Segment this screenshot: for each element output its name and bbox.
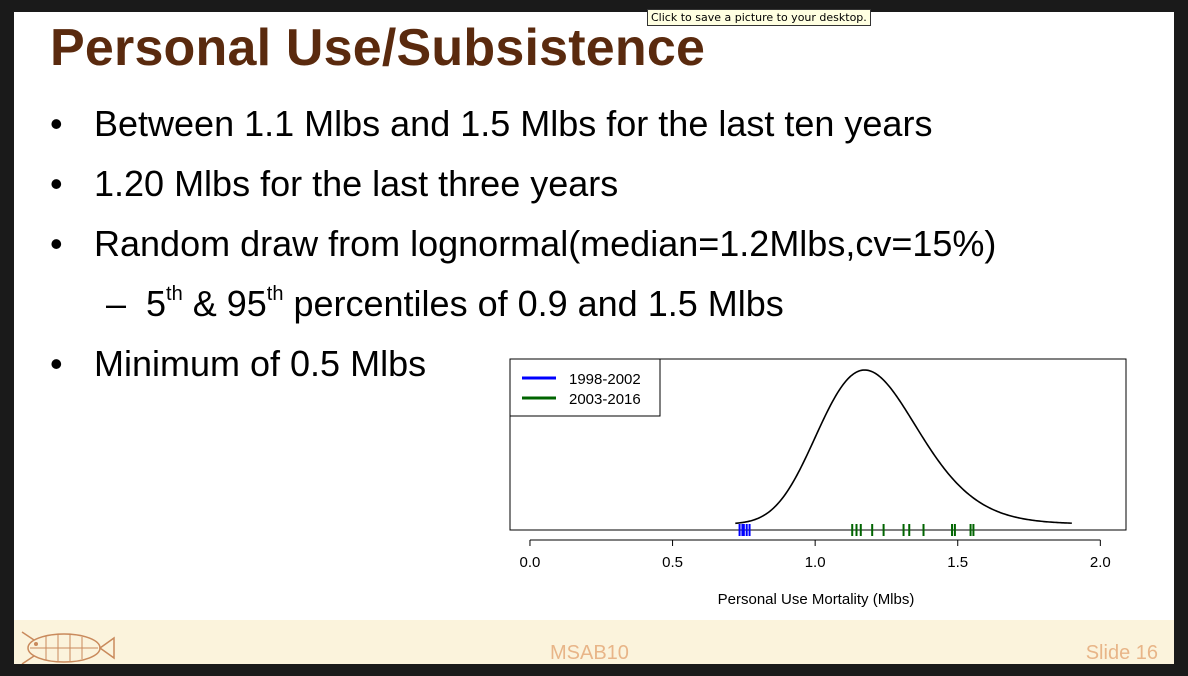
footer-center-label: MSAB10	[550, 642, 629, 664]
x-tick-label: 0.0	[520, 554, 541, 571]
legend: 1998-2002 2003-2016	[509, 358, 661, 417]
density-chart: 0.0 0.5 1.0 1.5 2.0 Personal Use Mortality (…	[490, 352, 1130, 626]
sub-bullet-item: – 5th & 95th percentiles of 0.9 and 1.5 …	[50, 282, 996, 342]
x-tick-label: 1.0	[805, 554, 826, 571]
bullet-dot: •	[50, 103, 63, 144]
density-chart-svg: 0.0 0.5 1.0 1.5 2.0 Personal Use Mortality (…	[509, 358, 1127, 608]
bullet-text: Random draw from lognormal(median=1.2Mlb…	[94, 223, 997, 264]
sub-bullet-text: 5th & 95th percentiles of 0.9 and 1.5 Ml…	[146, 283, 784, 324]
bullet-dot: •	[50, 223, 63, 264]
slide-footer: MSAB10 Slide 16	[14, 620, 1174, 664]
slide: Personal Use/Subsistence • Between 1.1 M…	[14, 12, 1174, 664]
x-axis-label: Personal Use Mortality (Mlbs)	[718, 591, 915, 608]
bullet-text: Between 1.1 Mlbs and 1.5 Mlbs for the la…	[94, 103, 933, 144]
legend-label-2003-2016: 2003-2016	[569, 391, 641, 408]
bullet-item: • Between 1.1 Mlbs and 1.5 Mlbs for the …	[50, 102, 996, 162]
save-picture-tooltip: Click to save a picture to your desktop.	[647, 9, 871, 26]
rug-marks	[738, 524, 975, 536]
x-tick-label: 1.5	[947, 554, 968, 571]
bullet-dot: •	[50, 163, 63, 204]
bullet-text: Minimum of 0.5 Mlbs	[94, 343, 427, 384]
slide-title: Personal Use/Subsistence	[50, 19, 706, 77]
slide-number: Slide 16	[1085, 642, 1158, 664]
bullet-text: 1.20 Mlbs for the last three years	[94, 163, 619, 204]
legend-label-1998-2002: 1998-2002	[569, 371, 641, 388]
bullet-list: • Between 1.1 Mlbs and 1.5 Mlbs for the …	[50, 102, 996, 402]
x-tick-label: 2.0	[1090, 554, 1111, 571]
sub-bullet-dash: –	[106, 283, 127, 324]
x-tick-label: 0.5	[662, 554, 683, 571]
x-axis-ticks: 0.0 0.5 1.0 1.5 2.0	[520, 540, 1111, 571]
bullet-dot: •	[50, 343, 63, 384]
density-curve	[735, 369, 1072, 525]
bullet-item: • Random draw from lognormal(median=1.2M…	[50, 222, 996, 282]
legend-box	[509, 358, 661, 417]
fish-logo-icon	[21, 631, 115, 664]
bullet-item: • Minimum of 0.5 Mlbs	[50, 342, 996, 402]
bullet-item: • 1.20 Mlbs for the last three years	[50, 162, 996, 222]
plot-frame	[509, 358, 1127, 531]
